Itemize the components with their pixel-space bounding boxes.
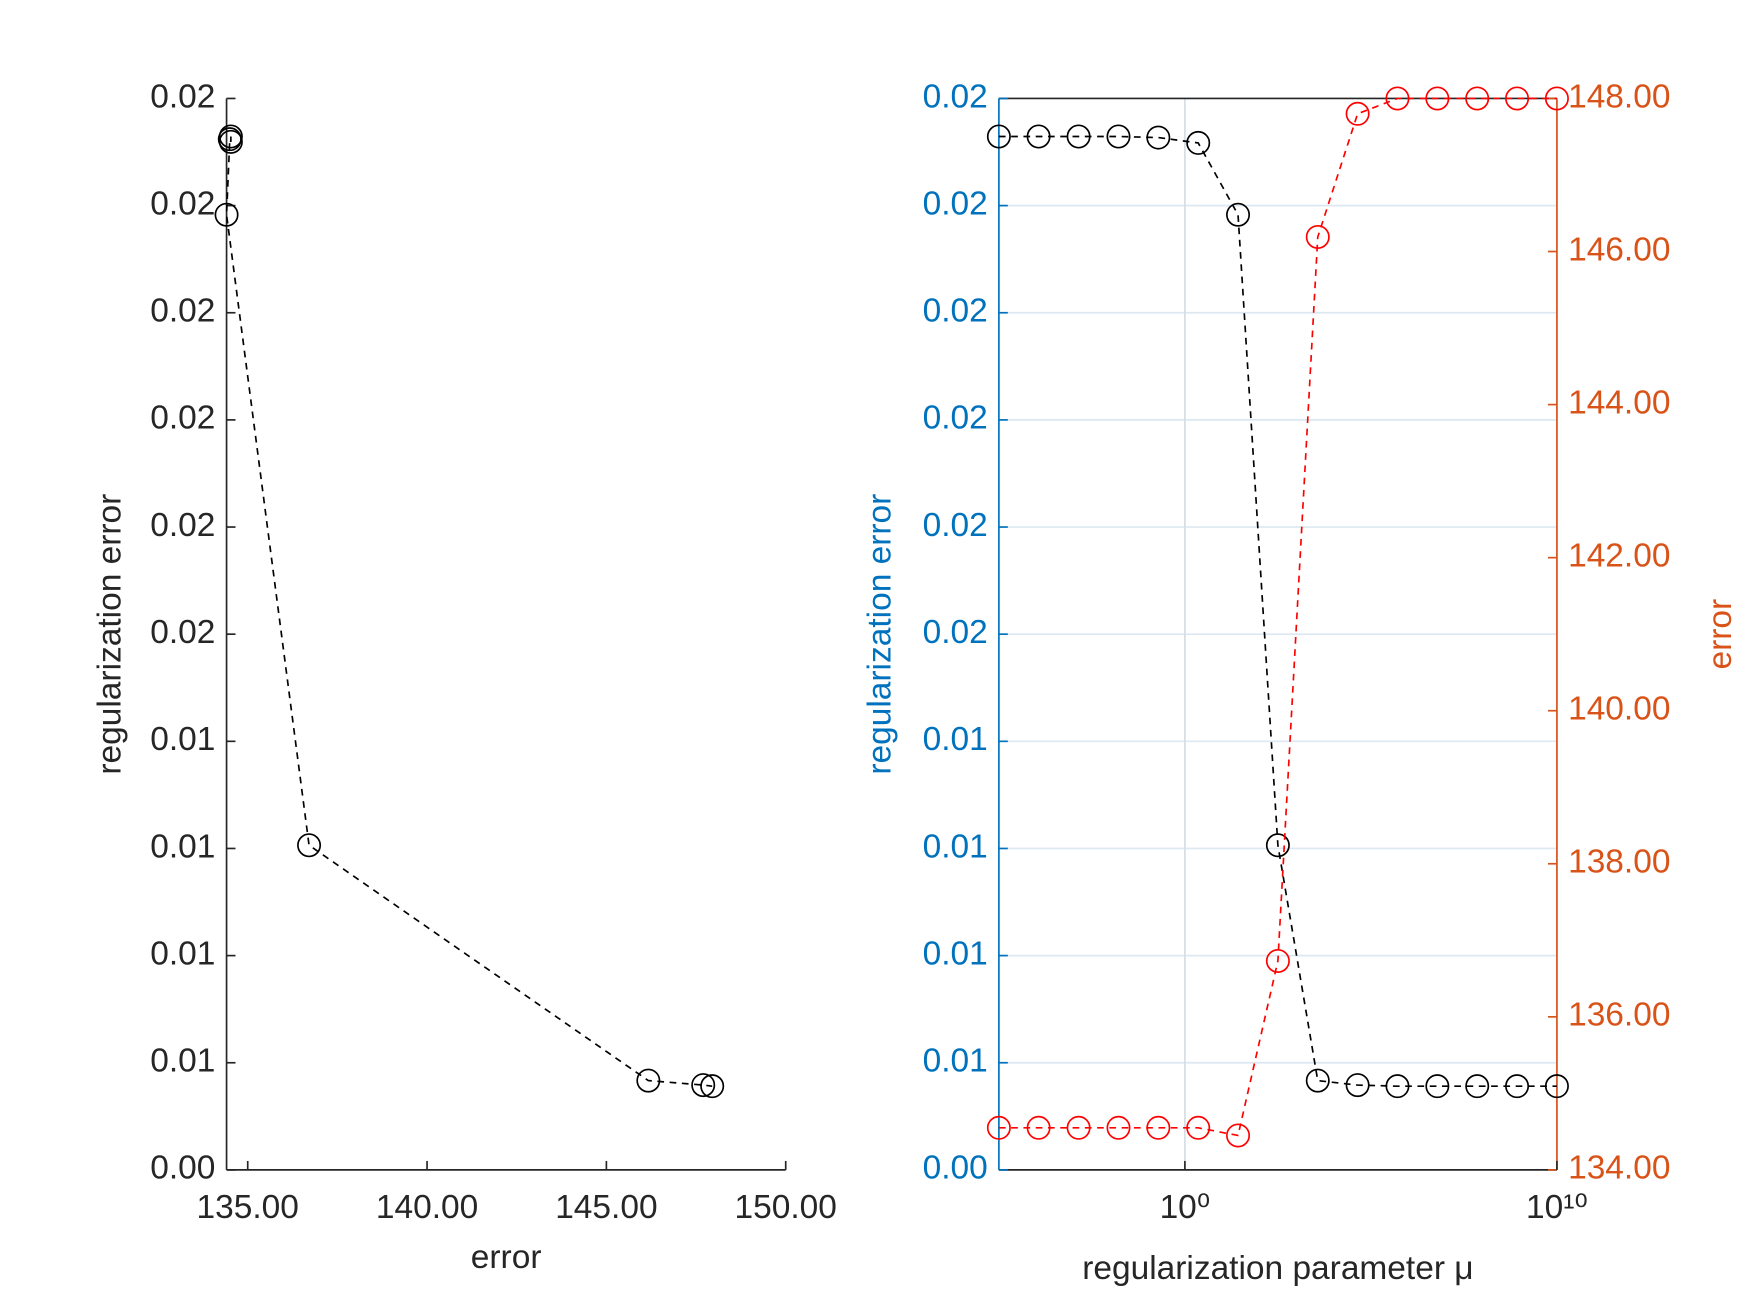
marker bbox=[297, 833, 322, 858]
y-tick-label: 0.01 bbox=[150, 935, 215, 972]
marker bbox=[1305, 1068, 1330, 1093]
y-axis-label: regularization error bbox=[862, 494, 899, 775]
marker bbox=[214, 202, 239, 227]
series-line bbox=[225, 136, 713, 1087]
marker bbox=[217, 127, 242, 152]
series-line bbox=[998, 135, 1557, 1087]
marker bbox=[1026, 124, 1051, 149]
marker bbox=[1265, 833, 1290, 858]
x-tick-label: 140.00 bbox=[376, 1189, 478, 1226]
marker bbox=[1544, 86, 1569, 111]
y-tick-label: 0.02 bbox=[150, 507, 215, 544]
y2-tick-label: 138.00 bbox=[1568, 844, 1670, 881]
marker bbox=[1505, 1074, 1530, 1099]
marker bbox=[1385, 86, 1410, 111]
marker bbox=[1425, 1074, 1450, 1099]
y-tick-label: 0.02 bbox=[923, 293, 988, 330]
y2-tick-label: 144.00 bbox=[1568, 384, 1670, 421]
y-tick-label: 0.02 bbox=[923, 507, 988, 544]
marker bbox=[1544, 1074, 1569, 1099]
x-axis-label: regularization parameter μ bbox=[1082, 1250, 1473, 1287]
marker bbox=[1146, 125, 1171, 150]
x-tick-label: 150.00 bbox=[735, 1189, 837, 1226]
marker bbox=[986, 1115, 1011, 1140]
y-tick-label: 0.02 bbox=[150, 400, 215, 437]
y-tick-label: 0.00 bbox=[150, 1150, 215, 1187]
marker bbox=[1106, 124, 1131, 149]
y-tick-label: 0.02 bbox=[150, 185, 215, 222]
y-tick-label: 0.01 bbox=[923, 828, 988, 865]
marker bbox=[1066, 1115, 1091, 1140]
y-tick-label: 0.01 bbox=[150, 1043, 215, 1080]
x-tick-label: 135.00 bbox=[197, 1189, 299, 1226]
y-tick-label: 0.02 bbox=[923, 614, 988, 651]
marker bbox=[1425, 86, 1450, 111]
y-tick-label: 0.02 bbox=[923, 78, 988, 115]
y2-tick-label: 140.00 bbox=[1568, 691, 1670, 728]
marker bbox=[1226, 1123, 1251, 1148]
y-tick-label: 0.00 bbox=[923, 1150, 988, 1187]
y-tick-label: 0.01 bbox=[923, 1043, 988, 1080]
y2-tick-label: 136.00 bbox=[1568, 997, 1670, 1034]
marker bbox=[700, 1074, 725, 1099]
y-axis-label: regularization error bbox=[91, 494, 128, 775]
y-tick-label: 0.02 bbox=[150, 293, 215, 330]
marker bbox=[1265, 948, 1290, 973]
x-tick-label: 145.00 bbox=[555, 1189, 657, 1226]
marker bbox=[636, 1068, 661, 1093]
marker bbox=[1385, 1074, 1410, 1099]
marker bbox=[1106, 1115, 1131, 1140]
y-tick-label: 0.02 bbox=[150, 614, 215, 651]
x-tick-label: 10¹⁰ bbox=[1526, 1189, 1588, 1226]
y-tick-label: 0.02 bbox=[923, 185, 988, 222]
marker bbox=[1305, 224, 1330, 249]
y-tick-label: 0.02 bbox=[150, 78, 215, 115]
marker bbox=[1345, 101, 1370, 126]
y2-tick-label: 142.00 bbox=[1568, 537, 1670, 574]
y-tick-label: 0.01 bbox=[923, 721, 988, 758]
marker bbox=[1066, 124, 1091, 149]
marker bbox=[1505, 86, 1530, 111]
marker bbox=[1186, 1115, 1211, 1140]
y2-axis-label: error bbox=[1702, 599, 1739, 670]
marker bbox=[1465, 1074, 1490, 1099]
y-tick-label: 0.02 bbox=[923, 400, 988, 437]
marker bbox=[1026, 1115, 1051, 1140]
x-axis-label: error bbox=[471, 1239, 542, 1276]
marker bbox=[1465, 86, 1490, 111]
y2-tick-label: 146.00 bbox=[1568, 231, 1670, 268]
marker bbox=[986, 124, 1011, 149]
y-tick-label: 0.01 bbox=[923, 935, 988, 972]
y-tick-label: 0.01 bbox=[150, 828, 215, 865]
marker bbox=[1226, 202, 1251, 227]
y2-tick-label: 148.00 bbox=[1568, 78, 1670, 115]
marker bbox=[1186, 130, 1211, 155]
series-line bbox=[998, 97, 1557, 1137]
marker bbox=[691, 1073, 716, 1098]
marker bbox=[1345, 1073, 1370, 1098]
y2-tick-label: 134.00 bbox=[1568, 1150, 1670, 1187]
y-tick-label: 0.01 bbox=[150, 721, 215, 758]
marker bbox=[1146, 1115, 1171, 1140]
x-tick-label: 10⁰ bbox=[1160, 1189, 1211, 1226]
